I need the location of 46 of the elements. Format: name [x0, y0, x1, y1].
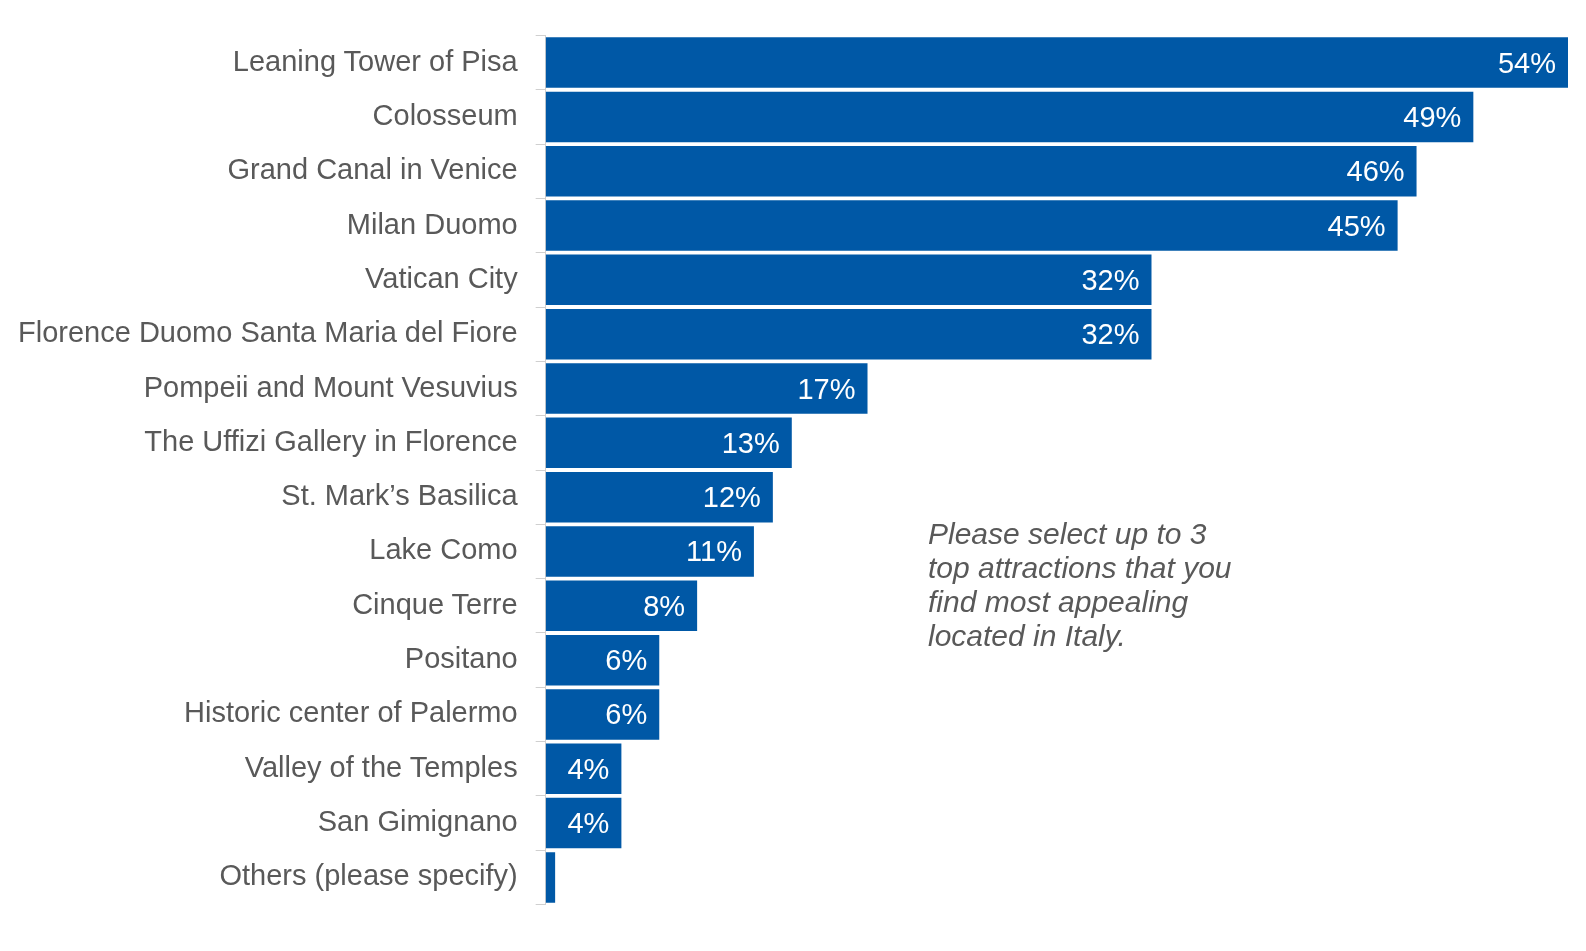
data-label: 4%: [567, 752, 610, 785]
y-tick-label: Vatican City: [365, 261, 519, 294]
data-label: 45%: [1327, 209, 1386, 242]
y-tick-label: Leaning Tower of Pisa: [232, 44, 519, 77]
bar: [545, 417, 792, 469]
bar: [545, 145, 1417, 197]
data-label: 4%: [567, 807, 610, 840]
data-label: 12%: [702, 481, 761, 514]
bar: [545, 580, 698, 632]
data-label: 54%: [1497, 46, 1556, 79]
y-tick-label: Historic center of Palermo: [184, 696, 518, 729]
data-label: 6%: [605, 644, 648, 677]
data-label: 8%: [643, 589, 686, 622]
bar: [545, 852, 556, 903]
y-tick-label: San Gimignano: [317, 805, 518, 838]
bar: [545, 526, 754, 577]
bar: [545, 363, 868, 414]
bar: [545, 308, 1152, 360]
data-label: 49%: [1403, 100, 1462, 133]
y-tick-label: Valley of the Temples: [244, 750, 518, 783]
data-label: 11%: [686, 535, 742, 568]
y-tick-label: St. Mark’s Basilica: [281, 479, 519, 512]
bar: [545, 689, 660, 740]
bar: [545, 254, 1152, 306]
data-label: 32%: [1081, 263, 1140, 296]
bar: [545, 200, 1398, 251]
y-tick-label: Cinque Terre: [352, 587, 518, 620]
y-tick-label: Lake Como: [369, 533, 518, 566]
y-tick-label: Grand Canal in Venice: [227, 153, 518, 186]
y-tick-label: Pompeii and Mount Vesuvius: [143, 370, 518, 403]
annotation: Please select up to 3 top attractions that you find most appealing located in Italy.: [928, 516, 1232, 652]
y-tick-label: Others (please specify): [219, 859, 518, 892]
y-tick-label: Colosseum: [372, 98, 518, 131]
y-tick-label: Positano: [404, 642, 518, 675]
data-label: 46%: [1346, 155, 1405, 188]
bar: [545, 471, 773, 523]
bar: [545, 91, 1474, 143]
data-label: 32%: [1081, 318, 1140, 351]
data-label: 13%: [721, 426, 780, 459]
bar: [545, 634, 660, 686]
y-tick-label: Florence Duomo Santa Maria del Fiore: [18, 316, 518, 349]
data-label: 6%: [605, 698, 648, 731]
y-tick-label: The Uffizi Gallery in Florence: [144, 424, 518, 457]
data-label: 17%: [797, 372, 856, 405]
bar: [545, 37, 1568, 88]
y-tick-label: Milan Duomo: [346, 207, 518, 240]
